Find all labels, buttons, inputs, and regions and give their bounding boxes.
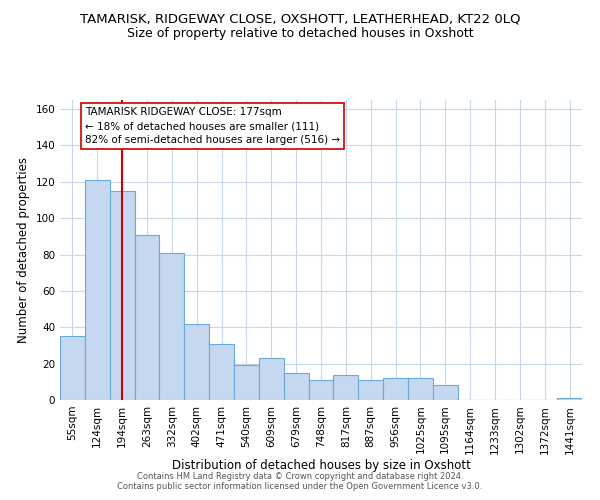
Bar — [85, 180, 110, 400]
Text: Size of property relative to detached houses in Oxshott: Size of property relative to detached ho… — [127, 28, 473, 40]
Bar — [209, 344, 234, 400]
Bar — [408, 378, 433, 400]
Text: TAMARISK RIDGEWAY CLOSE: 177sqm
← 18% of detached houses are smaller (111)
82% o: TAMARISK RIDGEWAY CLOSE: 177sqm ← 18% of… — [85, 108, 340, 146]
Bar — [234, 366, 259, 400]
Bar — [383, 378, 408, 400]
Bar — [259, 358, 284, 400]
Bar — [60, 336, 85, 400]
Bar — [334, 374, 358, 400]
Bar — [433, 386, 458, 400]
Text: Contains public sector information licensed under the Open Government Licence v3: Contains public sector information licen… — [118, 482, 482, 491]
X-axis label: Distribution of detached houses by size in Oxshott: Distribution of detached houses by size … — [172, 459, 470, 472]
Bar — [308, 380, 334, 400]
Bar — [110, 191, 134, 400]
Bar — [557, 398, 582, 400]
Bar — [134, 234, 160, 400]
Bar — [184, 324, 209, 400]
Y-axis label: Number of detached properties: Number of detached properties — [17, 157, 30, 343]
Bar — [358, 380, 383, 400]
Text: Contains HM Land Registry data © Crown copyright and database right 2024.: Contains HM Land Registry data © Crown c… — [137, 472, 463, 481]
Bar — [284, 372, 308, 400]
Text: TAMARISK, RIDGEWAY CLOSE, OXSHOTT, LEATHERHEAD, KT22 0LQ: TAMARISK, RIDGEWAY CLOSE, OXSHOTT, LEATH… — [80, 12, 520, 26]
Bar — [160, 252, 184, 400]
